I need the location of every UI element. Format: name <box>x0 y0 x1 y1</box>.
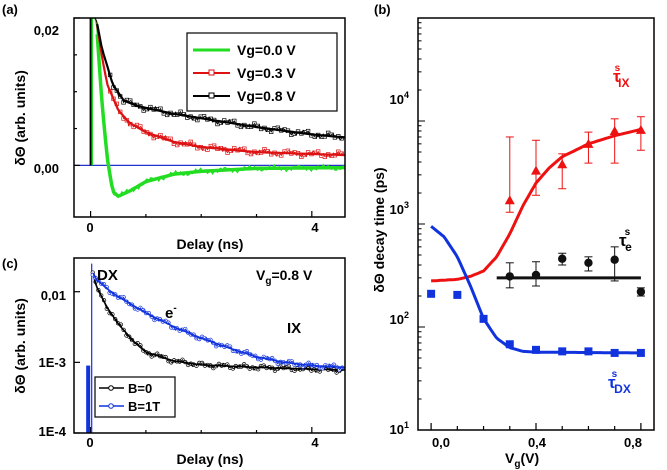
legend-marker-vg-0-3 <box>208 69 215 76</box>
panel-c-legend: B=0 B=1T <box>94 376 176 418</box>
panel-b-frame <box>417 17 655 431</box>
annotation-vg: Vg=0.8 V <box>256 267 313 287</box>
legend-label-b1t: B=1T <box>128 399 160 414</box>
data-point--s-e <box>610 255 619 264</box>
data-point--s-ix <box>531 165 541 175</box>
panel-a-plot-area <box>74 17 346 217</box>
panel-a-ytick-label: 0,02 <box>34 23 59 38</box>
panel-c-ytick-label: 1E-3 <box>39 355 66 370</box>
legend-marker-vg-0-8 <box>208 92 215 99</box>
data-point--s-e <box>636 287 646 296</box>
panel-a-ytick-label: 0,00 <box>34 161 59 176</box>
data-point--s-dx <box>505 340 514 349</box>
data-point--s-dx <box>427 289 436 298</box>
panel-a-xlabel: Delay (ns) <box>177 236 244 252</box>
panel-a-xtick-label: 4 <box>311 220 319 235</box>
panel-a-frame <box>73 17 346 218</box>
data-point--s-ix <box>635 124 646 134</box>
data-point--s-ix <box>609 125 620 135</box>
panel-c-xtick-label: 0 <box>86 435 93 450</box>
panel-a-ylabel: δΘ (arb. units) <box>12 70 28 166</box>
panel-b-ytick-label: 102 <box>390 310 409 327</box>
data-point--s-ix <box>504 195 515 205</box>
data-point--s-dx <box>532 345 540 354</box>
panel-b-label: (b) <box>374 2 391 17</box>
panel-c-legend-box <box>94 376 176 418</box>
label-tau-e: τs e <box>619 227 632 254</box>
panel-b-ytick-label: 103 <box>390 200 409 217</box>
legend-label-vg-0-3: Vg=0.3 V <box>237 65 296 81</box>
fit-curve-b-1t <box>92 273 346 369</box>
panel-c-plot-area <box>74 263 346 434</box>
data-trace-b-1t <box>92 274 344 371</box>
panel-b-ylabel: δΘ decay time (ps) <box>371 167 387 292</box>
panel-c: (c) 0,01 1E-3 1E-4 0 4 Delay (ns) δΘ (ar… <box>2 256 346 467</box>
legend-label-vg-0-0: Vg=0.0 V <box>237 42 296 58</box>
panel-c-ytick-label: 0,01 <box>41 288 66 303</box>
legend-marker-b1t <box>108 403 114 409</box>
legend-label-b0: B=0 <box>128 381 152 396</box>
legend-label-vg-0-8: Vg=0.8 V <box>237 88 296 104</box>
panel-c-xlabel: Delay (ns) <box>177 451 244 467</box>
data-point--s-dx <box>479 314 488 323</box>
panel-b-xtick-label: 0,4 <box>528 435 547 450</box>
label-tau-ix: τs IX <box>613 63 630 90</box>
panel-c-xtick-label: 4 <box>311 435 319 450</box>
annotation-dx: DX <box>97 267 118 284</box>
data-point--s-e <box>505 272 514 281</box>
data-point--s-dx <box>636 348 645 357</box>
label-tau-dx: τs DX <box>608 369 631 396</box>
panel-a-label: (a) <box>2 2 18 17</box>
annotation-electron: e- <box>165 303 177 322</box>
panel-b-plot-area <box>418 22 646 431</box>
fit-curve-vg-0-3-v <box>96 25 346 157</box>
panel-b-xtick-label: 0,8 <box>624 435 642 450</box>
panel-b-xlabel: Vg(V) <box>505 450 539 470</box>
legend-marker-b0 <box>108 385 114 391</box>
panel-b-ytick-label: 104 <box>390 90 409 107</box>
prepulse-bar <box>86 365 91 433</box>
fit-curve-b-0 <box>92 274 346 371</box>
panel-b-ytick-label: 101 <box>390 420 409 437</box>
data-trace-b-0 <box>92 272 344 374</box>
data-point--s-dx <box>610 348 619 357</box>
panel-c-ytick-label: 1E-4 <box>39 424 67 439</box>
data-point--s-e <box>584 258 593 268</box>
panel-a: (a) 0,02 0,00 0 4 Delay (ns) δΘ (arb. un… <box>2 2 346 252</box>
panel-a-legend: Vg=0.0 V Vg=0.3 V Vg=0.8 V <box>186 32 338 112</box>
data-point--s-dx <box>453 290 462 299</box>
panel-c-frame <box>73 257 346 434</box>
data-point--s-dx <box>584 347 593 356</box>
panel-b-xtick-label: 0,0 <box>432 435 450 450</box>
data-point--s-e <box>558 254 567 263</box>
panel-a-xtick-label: 0 <box>86 220 93 235</box>
panel-c-ylabel: δΘ (arb. units) <box>12 298 28 394</box>
panel-b: (b) 0,0 0,4 0,8 Vg(V) δΘ decay time (ps)… <box>371 2 655 470</box>
data-point--s-e <box>531 270 541 280</box>
annotation-ix: IX <box>287 320 301 337</box>
data-point--s-ix <box>583 138 594 148</box>
panel-c-label: (c) <box>2 256 18 271</box>
data-point--s-dx <box>558 347 567 356</box>
fit-curve-vg-0-0-v <box>95 34 345 198</box>
fit-curve-vg-0-8-v <box>96 23 346 139</box>
fit-curve--s-dx <box>430 225 641 355</box>
data-point--s-ix <box>557 159 568 169</box>
